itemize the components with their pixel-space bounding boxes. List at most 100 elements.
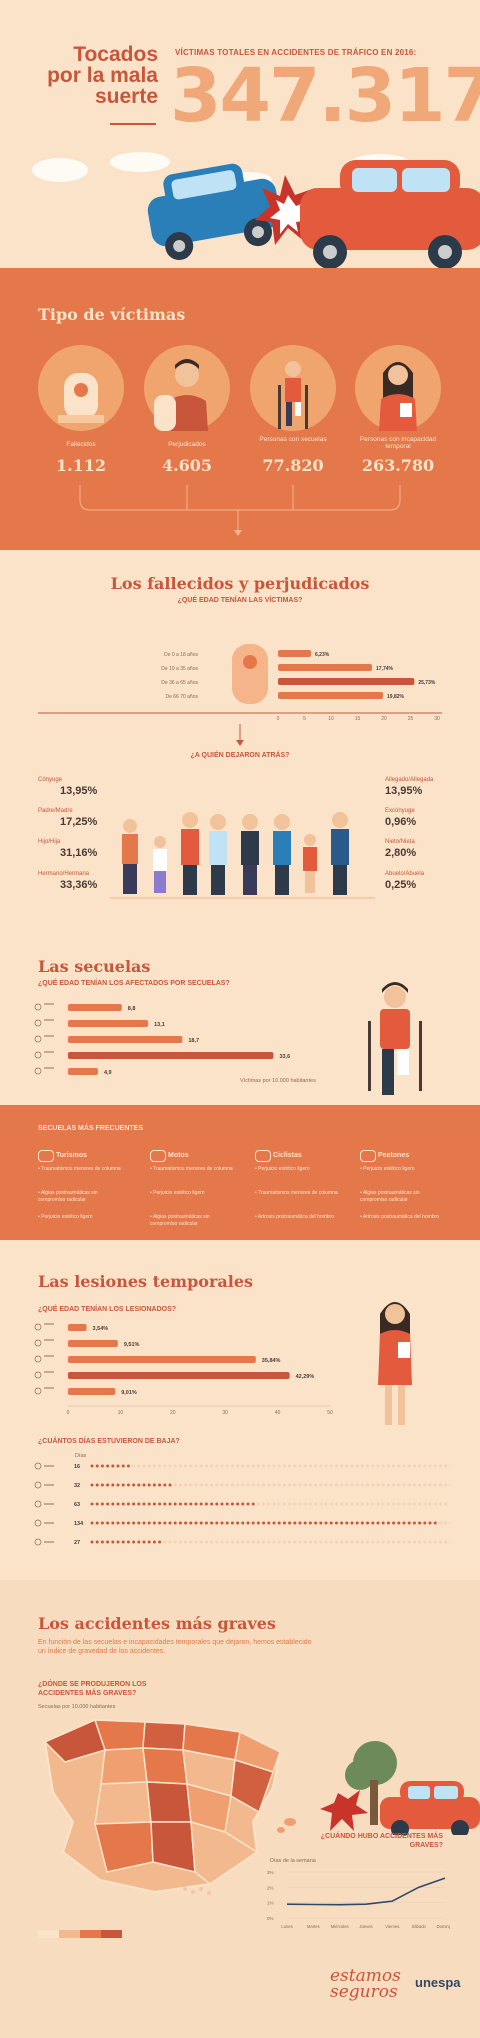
- day-dot: [334, 1483, 338, 1487]
- day-dot: [449, 1502, 450, 1506]
- bar-value-label: 35,84%: [262, 1358, 281, 1364]
- day-dot: [246, 1464, 250, 1468]
- where-question: ¿DÓNDE SE PRODUJERON LOS ACCIDENTES MÁS …: [38, 1681, 147, 1697]
- day-dot: [132, 1502, 136, 1506]
- day-dot: [251, 1483, 255, 1487]
- day-dot: [308, 1483, 312, 1487]
- relative-label-3: Hijo/Hija: [38, 839, 61, 845]
- day-dot: [220, 1540, 224, 1544]
- day-dot: [412, 1502, 416, 1506]
- day-dot: [345, 1502, 349, 1506]
- person-icon: [34, 1067, 42, 1075]
- day-dot: [423, 1540, 427, 1544]
- day-dot: [407, 1483, 411, 1487]
- victim-value-4: 263.780: [361, 456, 435, 475]
- page-title: Tocados por la mala suerte: [47, 43, 158, 108]
- age-value-label: 19,82%: [387, 694, 405, 700]
- day-dot: [215, 1521, 219, 1525]
- day-dot: [428, 1502, 432, 1506]
- day-dot: [438, 1521, 442, 1525]
- day-dot: [444, 1540, 448, 1544]
- relative-value-2: 17,25%: [60, 816, 98, 828]
- day-dot: [444, 1521, 448, 1525]
- day-dot: [314, 1464, 318, 1468]
- y-tick-label: 0%: [267, 1916, 274, 1921]
- x-tick-label: Viernes: [385, 1924, 399, 1929]
- day-dot: [121, 1521, 125, 1525]
- y-tick-label: 1%: [267, 1901, 274, 1906]
- day-dot: [288, 1502, 292, 1506]
- day-dot: [152, 1521, 156, 1525]
- secuela-item: • Perjuicio estético ligero: [255, 1166, 310, 1172]
- day-dot: [100, 1483, 104, 1487]
- day-dot: [194, 1521, 198, 1525]
- day-dot: [314, 1502, 318, 1506]
- day-dot: [95, 1540, 99, 1544]
- day-dot: [329, 1521, 333, 1525]
- day-dot: [178, 1521, 182, 1525]
- day-dot: [95, 1464, 99, 1468]
- day-dot: [329, 1540, 333, 1544]
- victim-types-title: Tipo de víctimas: [38, 305, 186, 324]
- day-dot: [225, 1464, 229, 1468]
- weekday-severity-chart: 0% 1% 2% 3% Lunes Martes Miércoles Jueves Vierne…: [267, 1870, 450, 1929]
- day-dot: [90, 1483, 94, 1487]
- axis-tick-label: 10: [118, 1410, 124, 1416]
- day-dot: [298, 1502, 302, 1506]
- relative-label-2: Padre/Madre: [38, 808, 73, 814]
- day-dot: [215, 1540, 219, 1544]
- age-bar: [278, 692, 384, 699]
- vehicle-column-title: Motos: [168, 1152, 189, 1159]
- day-dot: [360, 1502, 364, 1506]
- day-dot: [220, 1464, 224, 1468]
- lesiones-age-chart: 3,54% 9,51% 35,84% 42,29% 9,01% 0 10 20 30 40 50: [34, 1323, 333, 1416]
- relative-value-7: 2,80%: [385, 847, 417, 859]
- person-icon: [34, 1462, 42, 1470]
- day-dot: [262, 1540, 266, 1544]
- woman-bandaged-icon: [379, 362, 417, 431]
- age-category-label: De 19 a 35 años: [161, 666, 198, 672]
- day-dot: [126, 1464, 130, 1468]
- fallecidos-left-question: ¿A QUIÉN DEJARON ATRÁS?: [190, 752, 290, 759]
- day-dot: [355, 1464, 359, 1468]
- axis-tick-label: 20: [170, 1410, 176, 1416]
- day-dot: [204, 1483, 208, 1487]
- day-dot: [303, 1483, 307, 1487]
- day-dot: [168, 1502, 172, 1506]
- day-dot: [142, 1483, 146, 1487]
- relative-value-8: 0,25%: [385, 879, 417, 891]
- day-dot: [121, 1483, 125, 1487]
- day-dot: [366, 1521, 370, 1525]
- day-dot: [236, 1464, 240, 1468]
- secuelas-age-chart: 8,8 13,1 18,7 33,6 4,9: [34, 1003, 290, 1076]
- day-dot: [303, 1521, 307, 1525]
- day-dot: [314, 1521, 318, 1525]
- day-dot: [298, 1521, 302, 1525]
- day-dot: [199, 1483, 203, 1487]
- y-tick-label: 3%: [267, 1870, 274, 1875]
- axis-tick-label: 15: [355, 716, 361, 720]
- victim-label-1: Fallecidos: [66, 441, 96, 448]
- bar: [68, 1324, 87, 1331]
- crutches-person-icon: [278, 361, 308, 429]
- tombstone-icon: [232, 644, 268, 704]
- day-dot: [340, 1521, 344, 1525]
- day-dot: [277, 1464, 281, 1468]
- day-dot: [241, 1540, 245, 1544]
- day-dot: [433, 1464, 437, 1468]
- bar: [68, 1036, 183, 1043]
- vehicle-column-title: Turismos: [56, 1152, 87, 1159]
- day-dot: [282, 1540, 286, 1544]
- secuela-item: • Algias postraumáticas sin compromiso r…: [150, 1214, 210, 1227]
- person-icon: [34, 1003, 42, 1011]
- day-dot: [262, 1464, 266, 1468]
- day-dot: [168, 1464, 172, 1468]
- day-dot: [194, 1483, 198, 1487]
- day-dot: [137, 1464, 141, 1468]
- day-dot: [90, 1502, 94, 1506]
- day-dot: [267, 1464, 271, 1468]
- day-dot: [189, 1464, 193, 1468]
- day-dot: [418, 1521, 422, 1525]
- axis-tick-label: 5: [303, 716, 306, 720]
- day-dot: [334, 1502, 338, 1506]
